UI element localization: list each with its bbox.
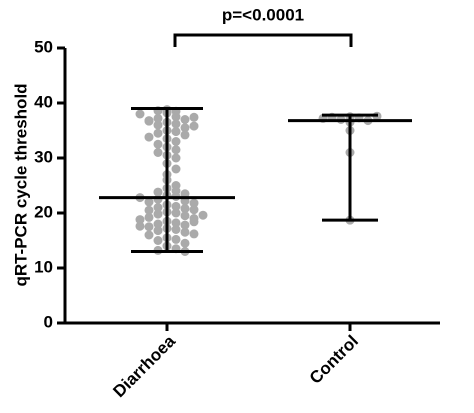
data-point (189, 198, 199, 208)
data-point (144, 205, 154, 215)
data-point (144, 212, 154, 222)
data-point (153, 236, 163, 245)
data-point (171, 127, 181, 137)
data-point (144, 197, 154, 207)
data-point (135, 109, 145, 119)
data-point (153, 128, 163, 138)
data-point (153, 120, 163, 130)
annotation: p=<0.0001 (222, 5, 304, 24)
data-point (171, 164, 181, 174)
data-point (153, 219, 163, 229)
data-point (171, 234, 181, 244)
data-point (144, 222, 154, 232)
data-point (189, 112, 199, 122)
significance-bracket (173, 33, 353, 47)
y-tick-label: 40 (34, 92, 53, 111)
x-tick-label: Diarrhoea (109, 331, 179, 401)
data-point (171, 137, 181, 146)
data-point (144, 132, 154, 142)
data-point (135, 215, 145, 225)
data-point (153, 113, 163, 123)
data-point (180, 211, 190, 221)
data-point (153, 139, 163, 149)
y-tick-label: 10 (34, 257, 53, 276)
data-point (180, 227, 190, 237)
data-point (171, 218, 181, 228)
data-point (153, 209, 163, 219)
data-point (144, 230, 154, 240)
data-point (171, 225, 181, 234)
data-point (171, 145, 181, 155)
data-point (180, 189, 190, 199)
data-point (189, 217, 199, 227)
y-tick-label: 20 (34, 202, 53, 221)
data-point (180, 220, 190, 230)
data-point (153, 187, 163, 197)
data-point (171, 119, 181, 129)
data-point (135, 221, 145, 231)
data-point (144, 116, 154, 126)
data-point (180, 238, 190, 248)
data-point (153, 148, 163, 157)
data-point (153, 226, 163, 236)
data-point (189, 229, 199, 239)
data-point (189, 205, 199, 215)
y-tick-label: 0 (44, 312, 53, 331)
data-point (180, 115, 190, 124)
data-point (171, 112, 181, 122)
data-point (171, 201, 181, 211)
y-tick-label: 50 (34, 37, 53, 56)
x-tick-label: Control (306, 332, 362, 388)
y-axis-label: qRT-PCR cycle threshold (11, 83, 30, 286)
data-point (171, 153, 181, 163)
data-point (171, 208, 181, 218)
data-point (180, 123, 190, 133)
data-point (153, 203, 163, 212)
data-point (198, 210, 208, 220)
data-point (180, 130, 190, 140)
y-tick-label: 30 (34, 147, 53, 166)
data-point (189, 121, 199, 131)
data-point (180, 204, 190, 214)
